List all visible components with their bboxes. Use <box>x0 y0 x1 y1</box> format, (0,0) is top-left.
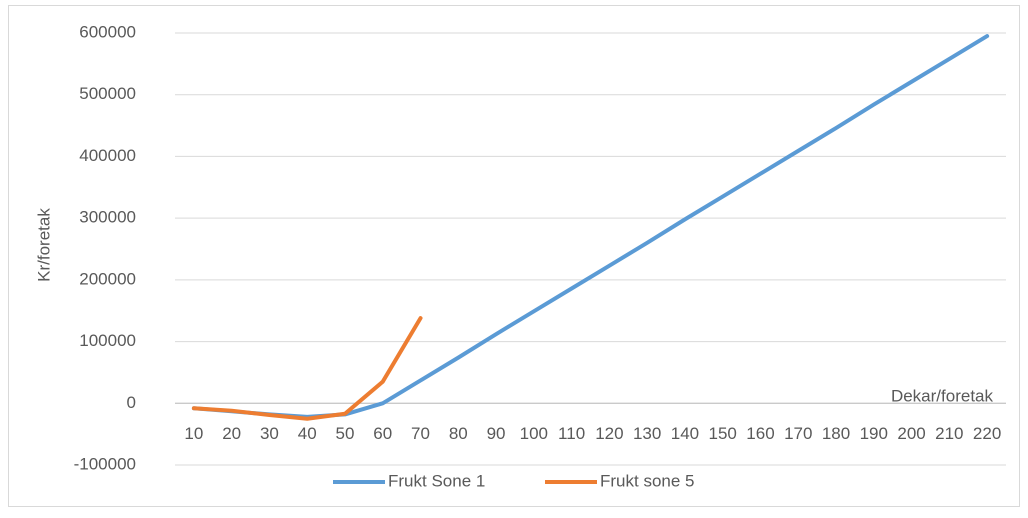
y-axis-label: Kr/foretak <box>34 208 53 282</box>
chart-frame <box>8 5 1020 507</box>
x-tick-label: 20 <box>222 424 241 443</box>
y-tick-label: 300000 <box>79 208 136 227</box>
x-tick-label: 160 <box>746 424 774 443</box>
y-tick-label: 0 <box>127 393 136 412</box>
x-tick-label: 30 <box>260 424 279 443</box>
x-tick-label: 140 <box>671 424 699 443</box>
y-tick-label: 200000 <box>79 269 136 288</box>
x-tick-label: 190 <box>860 424 888 443</box>
x-tick-label: 90 <box>487 424 506 443</box>
x-tick-label: 70 <box>411 424 430 443</box>
y-tick-label: -100000 <box>74 454 136 473</box>
x-tick-label: 60 <box>373 424 392 443</box>
x-tick-label: 100 <box>520 424 548 443</box>
x-tick-label: 200 <box>897 424 925 443</box>
legend-label: Frukt Sone 1 <box>388 471 485 490</box>
x-tick-label: 170 <box>784 424 812 443</box>
x-tick-label: 180 <box>822 424 850 443</box>
x-tick-label: 80 <box>449 424 468 443</box>
x-tick-label: 10 <box>184 424 203 443</box>
x-tick-label: 130 <box>633 424 661 443</box>
x-tick-label: 50 <box>336 424 355 443</box>
x-tick-label: 120 <box>595 424 623 443</box>
x-tick-label: 220 <box>973 424 1001 443</box>
x-axis-label: Dekar/foretak <box>891 386 994 405</box>
series-line <box>191 316 423 421</box>
x-tick-label: 150 <box>709 424 737 443</box>
x-tick-label: 210 <box>935 424 963 443</box>
y-tick-label: 600000 <box>79 22 136 41</box>
legend-label: Frukt sone 5 <box>600 471 695 490</box>
y-tick-label: 500000 <box>79 84 136 103</box>
x-tick-label: 110 <box>558 424 585 443</box>
y-tick-label: 100000 <box>79 331 136 350</box>
x-tick-label: 40 <box>298 424 317 443</box>
y-tick-label: 400000 <box>79 146 136 165</box>
